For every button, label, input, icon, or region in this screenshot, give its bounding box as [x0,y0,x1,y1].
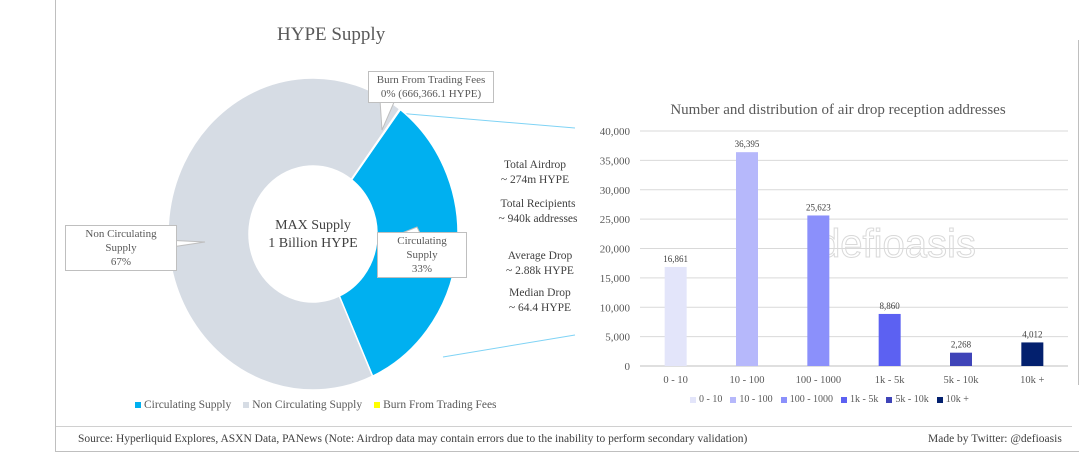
y-tick-label: 30,000 [600,185,631,197]
zoom-connector-top [384,111,576,129]
bar-chart-title: Number and distribution of air drop rece… [670,102,1005,118]
legend-swatch [936,396,943,403]
legend-label: 10 - 100 [739,394,773,405]
y-tick-label: 25,000 [600,214,631,226]
bar-0 [664,266,687,366]
stat-average-drop: Average Drop ~ 2.88k HYPE [495,249,585,279]
legend-swatch [886,396,893,403]
center-label-line1: MAX Supply [275,218,351,233]
legend-item-burn: Burn From Trading Fees [374,399,497,411]
x-tick-label: 0 - 10 [663,375,688,386]
x-tick-label: 100 - 1000 [796,375,842,386]
y-tick-label: 15,000 [600,273,631,285]
stat-value: ~ 940k addresses [498,213,578,225]
legend-item-non-circulating: Non Circulating Supply [243,399,362,411]
y-tick-label: 40,000 [600,126,631,138]
stat-value: ~ 274m HYPE [500,174,570,186]
bar-value-label: 36,395 [735,139,760,149]
stat-total-airdrop: Total Airdrop ~ 274m HYPE [490,158,580,188]
legend-label: Non Circulating Supply [252,399,363,411]
legend-label: 100 - 1000 [789,394,834,405]
bar-1 [736,152,758,366]
x-tick-label: 10k + [1020,375,1044,386]
bar-legend-item: 5k - 10k [886,394,929,405]
legend-swatch [730,396,737,403]
donut-center-label: MAX Supply 1 Billion HYPE [253,217,373,253]
zoom-connector-bottom [442,334,576,358]
watermark: defioasis [818,222,976,266]
bar-4 [950,352,972,366]
callout-circulating: Circulating Supply 33% [377,232,467,278]
center-label-line2: 1 Billion HYPE [268,236,358,251]
legend-swatch [135,402,141,408]
stat-total-recipients: Total Recipients ~ 940k addresses [488,197,588,227]
bar-value-label: 16,861 [663,254,688,264]
legend-swatch [690,396,696,403]
frame-right-border [1078,40,1079,385]
y-tick-label: 10,000 [600,302,631,314]
bar-legend-item: 0 - 10 [690,394,722,405]
footer-credit: Made by Twitter: @defioasis [928,433,1062,445]
supply-legend: Circulating Supply Non Circulating Suppl… [135,399,497,411]
bar-legend-item: 10 - 100 [730,394,773,405]
legend-item-circulating: Circulating Supply [135,399,231,411]
legend-swatch [841,396,848,403]
y-tick-label: 35,000 [600,155,631,167]
stat-label: Median Drop [509,287,571,299]
callout-circulating-value: 33% [411,263,433,275]
x-tick-label: 1k - 5k [875,375,905,386]
footer-divider [56,426,1072,427]
callout-non-circulating: Non Circulating Supply 67% [65,225,177,271]
stat-value: ~ 2.88k HYPE [506,265,574,277]
legend-label: 0 - 10 [699,394,723,405]
supply-chart-title: HYPE Supply [277,24,386,45]
stat-value: ~ 64.4 HYPE [508,302,572,314]
legend-swatch [780,396,787,403]
legend-swatch [374,402,381,408]
legend-swatch [243,402,250,408]
bar-value-label: 2,268 [951,340,972,350]
bar-legend-item: 1k - 5k [841,394,878,405]
bar-3 [878,313,901,366]
supply-donut-chart [164,77,576,391]
bar-value-label: 8,860 [880,301,901,311]
bar-5 [1021,342,1044,366]
bar-legend-item: 100 - 1000 [780,394,834,405]
slice-burn [350,107,402,181]
footer-source: Source: Hyperliquid Explores, ASXN Data,… [78,433,748,445]
stat-label: Total Airdrop [503,159,567,171]
bar-value-label: 25,623 [806,202,831,212]
callout-non-circulating-value: 67% [110,256,132,268]
x-tick-label: 10 - 100 [730,375,765,386]
bar-legend-item: 10k + [936,394,969,405]
y-tick-label: 0 [625,361,631,373]
stat-median-drop: Median Drop ~ 64.4 HYPE [495,286,585,316]
legend-label: Burn From Trading Fees [383,399,497,411]
bar-chart-legend: 0 - 10 10 - 100 100 - 1000 1k - 5k 5k - 10k 1… [690,394,969,405]
slice-non-circulating [167,77,401,391]
bar-value-label: 4,012 [1022,329,1042,339]
legend-label: 1k - 5k [850,394,879,405]
callout-burn-title: Burn From Trading Fees [376,74,486,86]
x-tick-label: 5k - 10k [944,375,980,386]
legend-label: 5k - 10k [895,394,929,405]
y-tick-label: 20,000 [600,244,631,256]
callout-burn: Burn From Trading Fees 0% (666,366.1 HYP… [368,71,494,103]
callout-burn-value: 0% (666,366.1 HYPE) [380,88,482,100]
y-tick-label: 5,000 [605,332,630,344]
callout-non-circulating-title: Non Circulating Supply [85,228,157,254]
legend-label: Circulating Supply [144,399,232,411]
airdrop-bar-chart: Number and distribution of air drop rece… [600,102,1068,386]
legend-label: 10k + [945,394,969,405]
callout-circulating-title: Circulating Supply [397,235,447,261]
stat-label: Total Recipients [500,198,576,210]
stat-label: Average Drop [507,250,573,262]
bar-2 [807,215,830,366]
chart-frame [55,0,1079,452]
